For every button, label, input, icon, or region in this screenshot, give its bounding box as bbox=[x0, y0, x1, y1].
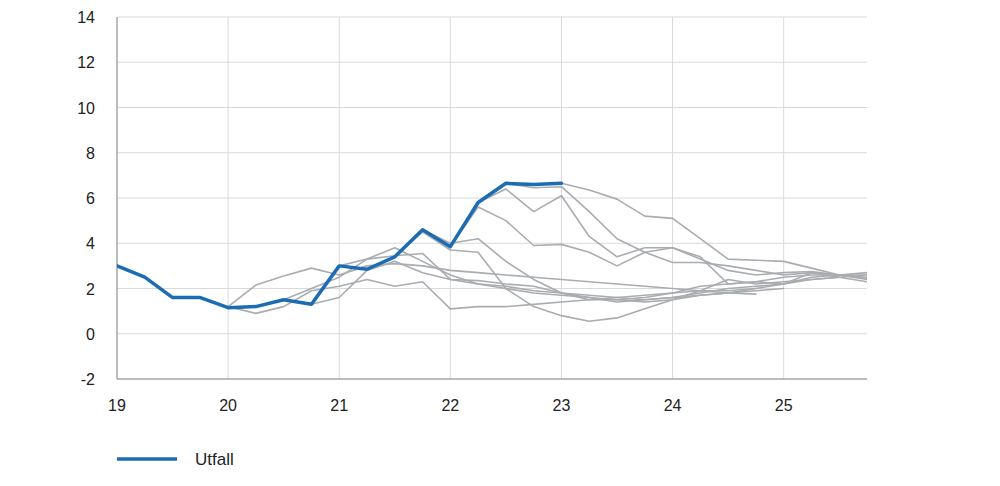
x-grid-line bbox=[117, 17, 118, 379]
forecast-line bbox=[228, 264, 756, 307]
y-grid-line bbox=[117, 243, 867, 244]
x-tick-label: 21 bbox=[330, 397, 348, 414]
y-tick-label: 4 bbox=[86, 235, 95, 252]
x-grid-line bbox=[228, 17, 229, 379]
y-tick-label: 10 bbox=[77, 100, 95, 117]
y-grid-line bbox=[117, 333, 867, 334]
legend-label: Utfall bbox=[195, 450, 234, 469]
x-grid-line bbox=[672, 17, 673, 379]
x-tick-label: 22 bbox=[441, 397, 459, 414]
y-tick-label: 12 bbox=[77, 54, 95, 71]
y-grid-line bbox=[117, 379, 867, 380]
y-tick-label: 0 bbox=[86, 326, 95, 343]
x-tick-label: 25 bbox=[775, 397, 793, 414]
y-grid-line bbox=[117, 17, 867, 18]
x-grid-line bbox=[450, 17, 451, 379]
y-tick-label: 2 bbox=[86, 281, 95, 298]
y-tick-label: 14 bbox=[77, 9, 95, 26]
plot-area bbox=[117, 183, 867, 321]
x-tick-label: 23 bbox=[553, 397, 571, 414]
x-grid-line bbox=[339, 17, 340, 379]
forecast-line bbox=[339, 253, 867, 302]
forecast-line bbox=[506, 183, 867, 281]
grid bbox=[117, 17, 867, 379]
x-grid-line bbox=[561, 17, 562, 379]
y-axis bbox=[117, 17, 118, 379]
legend: Utfall bbox=[117, 450, 234, 469]
y-grid-line bbox=[117, 62, 867, 63]
x-tick-label: 20 bbox=[219, 397, 237, 414]
y-tick-label: 8 bbox=[86, 145, 95, 162]
y-grid-line bbox=[117, 152, 867, 153]
series-line bbox=[117, 183, 561, 307]
forecast-line bbox=[450, 207, 867, 284]
chart: -20246810121419202122232425Utfall bbox=[0, 0, 1000, 486]
forecast-line bbox=[228, 279, 756, 313]
forecast-line bbox=[478, 189, 867, 280]
forecast-line bbox=[256, 248, 784, 307]
x-grid-line bbox=[783, 17, 784, 379]
y-tick-label: 6 bbox=[86, 190, 95, 207]
x-tick-label: 19 bbox=[108, 397, 126, 414]
x-axis bbox=[117, 379, 867, 380]
legend-swatch bbox=[117, 457, 177, 461]
forecast-line bbox=[423, 230, 867, 300]
y-tick-label: -2 bbox=[81, 371, 95, 388]
y-grid-line bbox=[117, 198, 867, 199]
y-grid-line bbox=[117, 107, 867, 108]
x-tick-label: 24 bbox=[664, 397, 682, 414]
forecast-line bbox=[311, 261, 839, 304]
